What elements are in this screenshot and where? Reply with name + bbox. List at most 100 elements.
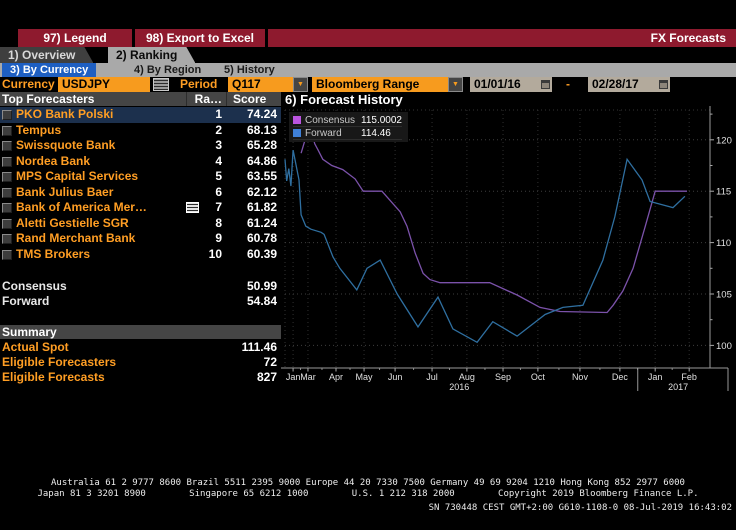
summary-value: 827 — [256, 370, 277, 384]
summary-header: Summary — [0, 325, 281, 339]
chart-title: 6) Forecast History — [285, 92, 403, 107]
calendar-icon[interactable] — [541, 80, 550, 89]
x-axis-label: Nov — [572, 372, 589, 382]
row-checkbox[interactable] — [2, 141, 12, 151]
column-header-rank: Ra… — [186, 92, 222, 106]
legend-series-value: 115.0002 — [361, 115, 402, 126]
chart-legend: Consensus 115.0002 Forward 114.46 — [289, 112, 408, 142]
consensus-line — [300, 125, 687, 314]
y-axis-label: 100 — [716, 341, 732, 352]
period-dropdown-arrow-icon[interactable]: ▼ — [293, 77, 308, 92]
rank-value: 9 — [215, 231, 222, 245]
summary-label: Eligible Forecasts — [2, 370, 105, 384]
x-axis-label: Mar — [300, 372, 316, 382]
rank-value: 10 — [208, 246, 222, 261]
rank-value: 2 — [215, 122, 222, 137]
date-from-value: 01/01/16 — [474, 77, 521, 91]
tab-ranking[interactable]: 2) Ranking — [108, 47, 195, 63]
year-label: 2017 — [668, 382, 688, 392]
x-axis-label: May — [356, 372, 374, 382]
rank-value: 3 — [215, 138, 222, 152]
legend-button[interactable]: 97) Legend — [18, 29, 132, 47]
footer-contact-line2: Japan 81 3 3201 8900 Singapore 65 6212 1… — [37, 489, 699, 499]
forward-row: Forward 54.84 — [0, 294, 281, 309]
y-axis-label: 110 — [716, 238, 731, 249]
score-value: 60.39 — [246, 246, 277, 261]
x-axis-label: Jun — [388, 372, 403, 382]
row-checkbox[interactable] — [2, 203, 12, 213]
forecaster-name: MPS Capital Services — [16, 169, 139, 183]
tab-overview[interactable]: 1) Overview — [0, 47, 93, 63]
table-row[interactable]: PKO Bank Polski 1 74.24 — [0, 107, 281, 123]
table-row[interactable]: Bank of America Mer… 7 61.82 — [0, 200, 281, 216]
y-axis-label: 120 — [716, 135, 732, 146]
x-axis-label: Oct — [531, 372, 546, 382]
score-value: 63.55 — [246, 169, 277, 183]
row-checkbox[interactable] — [2, 187, 12, 198]
summary-label: Eligible Forecasters — [2, 355, 117, 369]
app-title: FX Forecasts — [268, 29, 736, 47]
score-value: 74.24 — [246, 107, 277, 121]
period-label: Period — [180, 77, 218, 91]
subtab-by-region[interactable]: 4) By Region — [134, 64, 202, 76]
score-value: 61.24 — [246, 215, 277, 230]
subtab-by-currency[interactable]: 3) By Currency — [2, 63, 97, 77]
date-range-separator: - — [566, 77, 570, 91]
forecaster-name: Tempus — [16, 122, 62, 137]
table-row[interactable]: MPS Capital Services 5 63.55 — [0, 169, 281, 185]
table-row[interactable]: Nordea Bank 4 64.86 — [0, 154, 281, 170]
column-header-name: Top Forecasters — [2, 92, 95, 106]
x-axis-label: Aug — [459, 372, 475, 382]
table-row[interactable]: Rand Merchant Bank 9 60.78 — [0, 231, 281, 247]
forecaster-name: Nordea Bank — [16, 153, 91, 168]
x-axis-label: Jan — [648, 372, 663, 382]
date-to-value: 02/28/17 — [592, 77, 639, 91]
summary-label: Actual Spot — [2, 340, 69, 354]
currency-list-icon[interactable] — [153, 78, 169, 91]
row-checkbox[interactable] — [2, 156, 12, 167]
toolbar: Currency USDJPY Period Q117 ▼ Bloomberg … — [0, 77, 736, 92]
summary-row-eligible-forecasters: Eligible Forecasters 72 — [0, 355, 281, 370]
currency-input[interactable]: USDJPY — [58, 77, 150, 92]
rank-value: 1 — [215, 107, 222, 121]
row-checkbox[interactable] — [2, 172, 12, 182]
row-checkbox[interactable] — [2, 249, 12, 260]
row-checkbox[interactable] — [2, 218, 12, 229]
forward-line — [284, 149, 686, 344]
rank-value: 6 — [215, 184, 222, 199]
date-to-field[interactable]: 02/28/17 — [588, 77, 670, 92]
legend-series-label: Consensus — [305, 115, 356, 126]
consensus-row: Consensus 50.99 — [0, 279, 281, 294]
forecaster-name: Bank of America Mer… — [16, 200, 147, 214]
tab-bar: 1) Overview 2) Ranking — [0, 47, 736, 63]
table-row[interactable]: TMS Brokers 10 60.39 — [0, 247, 281, 263]
table-row[interactable]: Swissquote Bank 3 65.28 — [0, 138, 281, 154]
rank-value: 4 — [215, 153, 222, 168]
period-select[interactable]: Q117 — [228, 77, 293, 92]
date-from-field[interactable]: 01/01/16 — [470, 77, 552, 92]
forecaster-name: Rand Merchant Bank — [16, 231, 136, 245]
table-row[interactable]: Tempus 2 68.13 — [0, 123, 281, 139]
row-checkbox[interactable] — [2, 125, 12, 136]
note-list-icon[interactable] — [186, 202, 199, 213]
forecast-history-panel: 6) Forecast History 100 105 110 115 120 Jan Ma… — [281, 92, 736, 394]
y-axis-label: 115 — [716, 187, 731, 198]
range-select[interactable]: Bloomberg Range — [312, 77, 448, 92]
table-row[interactable]: Bank Julius Baer 6 62.12 — [0, 185, 281, 201]
table-row[interactable]: Aletti Gestielle SGR 8 61.24 — [0, 216, 281, 232]
x-axis-label: Jan — [286, 372, 301, 382]
calendar-icon[interactable] — [659, 80, 668, 89]
rank-value: 5 — [215, 169, 222, 183]
summary-row-actual-spot: Actual Spot 111.46 — [0, 340, 281, 355]
forecaster-name: PKO Bank Polski — [16, 107, 114, 121]
row-checkbox[interactable] — [2, 234, 12, 244]
score-value: 68.13 — [246, 122, 277, 137]
row-checkbox[interactable] — [2, 110, 12, 120]
summary-value: 72 — [263, 355, 277, 369]
subtab-history[interactable]: 5) History — [224, 64, 275, 76]
range-dropdown-arrow-icon[interactable]: ▼ — [448, 77, 463, 92]
y-axis-label: 105 — [716, 289, 732, 300]
export-to-excel-button[interactable]: 98) Export to Excel — [135, 29, 265, 47]
